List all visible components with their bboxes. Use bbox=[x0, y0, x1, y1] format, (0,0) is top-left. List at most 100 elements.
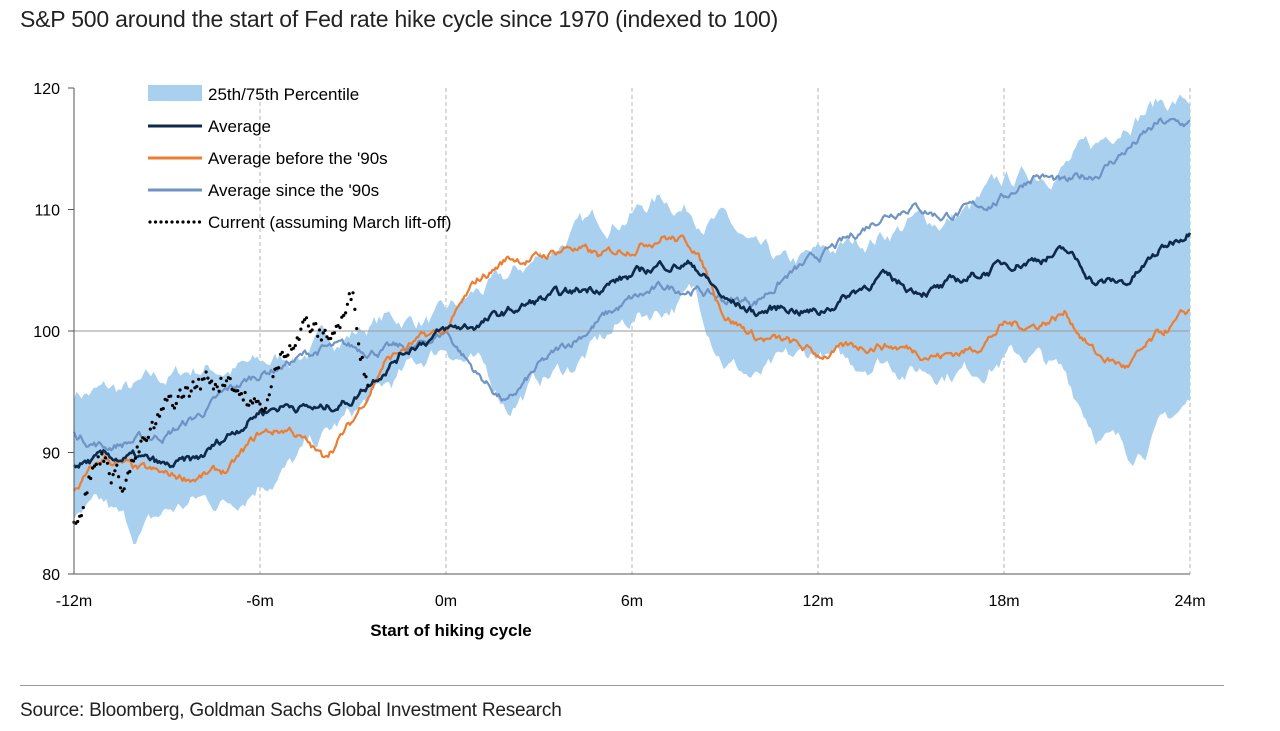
current-series-point bbox=[210, 379, 214, 383]
current-series-point bbox=[158, 414, 162, 418]
current-series-point bbox=[137, 450, 141, 454]
current-series-point bbox=[171, 403, 175, 408]
current-series-point bbox=[172, 406, 176, 410]
current-series-point bbox=[251, 401, 255, 405]
current-series-point bbox=[202, 377, 206, 381]
current-series-point bbox=[98, 462, 102, 466]
source-note: Source: Bloomberg, Goldman Sachs Global … bbox=[20, 700, 562, 721]
current-series-point bbox=[161, 407, 165, 411]
legend-swatch-dot bbox=[148, 220, 152, 224]
current-series-point bbox=[360, 355, 364, 359]
current-series-point bbox=[185, 386, 190, 390]
current-series-point bbox=[286, 353, 290, 357]
current-series-point bbox=[299, 327, 303, 331]
current-series-point bbox=[133, 456, 137, 460]
current-series-point bbox=[174, 401, 178, 406]
current-series-point bbox=[176, 394, 180, 399]
current-series-point bbox=[211, 387, 216, 391]
y-tick-label: 110 bbox=[34, 203, 60, 220]
current-series-point bbox=[258, 402, 262, 406]
current-series-point bbox=[144, 438, 149, 443]
current-series-point bbox=[236, 389, 240, 393]
current-series-point bbox=[316, 334, 320, 338]
current-series-point bbox=[306, 324, 310, 328]
current-series-point bbox=[288, 344, 292, 348]
current-series-point bbox=[213, 382, 217, 387]
current-series-point bbox=[204, 370, 208, 374]
current-series-point bbox=[115, 463, 119, 467]
current-series-point bbox=[150, 420, 154, 424]
y-tick-label: 120 bbox=[33, 81, 60, 98]
current-series-point bbox=[265, 398, 269, 402]
current-series-point bbox=[217, 389, 221, 393]
current-series-point bbox=[198, 387, 203, 391]
current-series-point bbox=[117, 475, 121, 479]
current-series-point bbox=[197, 377, 201, 381]
current-series-point bbox=[280, 350, 284, 354]
legend-label: Average bbox=[208, 117, 271, 136]
current-series-point bbox=[191, 380, 195, 384]
current-series-point bbox=[317, 328, 322, 332]
current-series-point bbox=[102, 459, 106, 463]
legend-swatch-dot bbox=[175, 220, 180, 224]
legend-swatch-dot bbox=[170, 220, 174, 224]
current-series-point bbox=[314, 322, 318, 326]
current-series-point bbox=[85, 491, 89, 495]
current-series-point bbox=[169, 394, 173, 398]
current-series-point bbox=[81, 506, 85, 510]
current-series-point bbox=[319, 338, 323, 342]
x-tick-label: 24m bbox=[1174, 593, 1205, 610]
current-series-point bbox=[345, 302, 349, 306]
current-series-point bbox=[293, 344, 297, 348]
current-series-point bbox=[239, 392, 243, 396]
current-series-point bbox=[215, 385, 219, 389]
legend-swatch-dot bbox=[164, 220, 169, 224]
current-series-point bbox=[338, 326, 342, 330]
current-series-point bbox=[118, 486, 123, 490]
current-series-point bbox=[105, 461, 110, 465]
x-tick-label: 18m bbox=[988, 593, 1019, 610]
current-series-point bbox=[152, 426, 156, 430]
current-series-point bbox=[241, 398, 245, 402]
legend: 25th/75th Percentile Average Average befor… bbox=[148, 85, 451, 232]
current-series-point bbox=[310, 328, 314, 332]
current-series-point bbox=[366, 383, 370, 387]
current-series-point bbox=[187, 394, 191, 398]
x-tick-label: 12m bbox=[802, 593, 833, 610]
current-series-point bbox=[271, 375, 275, 379]
current-series-point bbox=[301, 320, 305, 324]
legend-label: 25th/75th Percentile bbox=[208, 85, 359, 104]
legend-label: Average before the '90s bbox=[208, 149, 388, 168]
current-series-point bbox=[321, 331, 325, 335]
current-series-point bbox=[154, 422, 158, 426]
legend-label: Current (assuming March lift-off) bbox=[208, 213, 451, 232]
percentile-band bbox=[74, 94, 1190, 545]
current-series-point bbox=[120, 489, 124, 493]
current-series-point bbox=[353, 307, 357, 311]
current-series-point bbox=[124, 478, 128, 482]
current-series-point bbox=[113, 469, 117, 473]
current-series-point bbox=[107, 472, 111, 476]
current-series-point bbox=[128, 469, 132, 474]
current-series-point bbox=[109, 481, 113, 485]
legend-swatch-band bbox=[148, 85, 202, 101]
current-series-point bbox=[262, 409, 266, 413]
x-tick-label: -6m bbox=[246, 593, 274, 610]
average-series-line bbox=[73, 232, 1192, 469]
current-series-point bbox=[329, 336, 333, 341]
current-series-point bbox=[219, 376, 223, 380]
current-series-point bbox=[351, 291, 355, 295]
current-series-point bbox=[76, 519, 80, 524]
current-series-point bbox=[297, 337, 301, 341]
current-series-point bbox=[89, 476, 93, 481]
current-series-point bbox=[357, 342, 361, 346]
legend-label: Average since the '90s bbox=[208, 181, 379, 200]
axes: 80 90 100 110 120 -12m -6m 0m 6m 12m 18m 24m Start o… bbox=[33, 81, 1205, 640]
current-series-point bbox=[247, 403, 251, 407]
current-series-point bbox=[267, 393, 271, 397]
current-series-point bbox=[165, 398, 169, 402]
current-series-point bbox=[342, 313, 346, 317]
current-series-point bbox=[243, 390, 247, 395]
current-series-point bbox=[122, 487, 126, 491]
